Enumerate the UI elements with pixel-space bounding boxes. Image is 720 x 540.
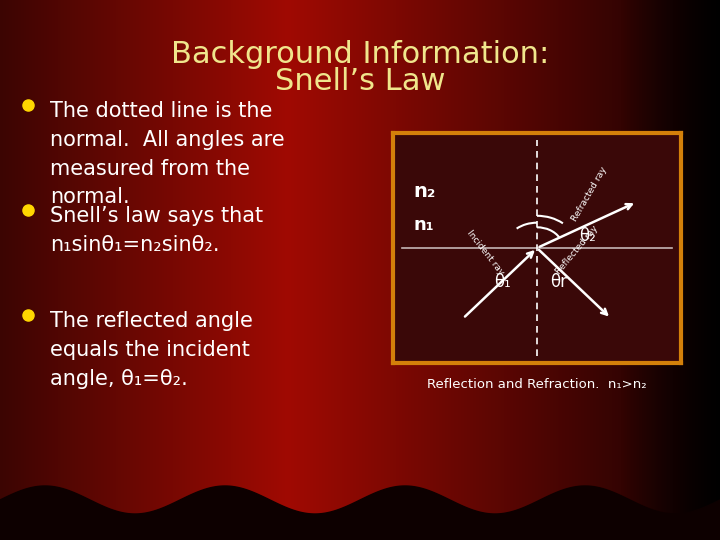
- Text: θr: θr: [550, 273, 567, 291]
- Text: θ₂: θ₂: [579, 227, 595, 245]
- Text: θ₁: θ₁: [494, 273, 510, 291]
- Text: Reflected ray: Reflected ray: [554, 224, 600, 276]
- Text: Refracted ray: Refracted ray: [570, 165, 609, 222]
- Text: The reflected angle
equals the incident
angle, θ₁=θ₂.: The reflected angle equals the incident …: [50, 311, 253, 389]
- Text: Incident ray: Incident ray: [465, 228, 506, 276]
- Text: n₁: n₁: [413, 215, 433, 234]
- Text: Snell’s Law: Snell’s Law: [275, 67, 445, 96]
- Text: Background Information:: Background Information:: [171, 40, 549, 69]
- Text: n₂: n₂: [413, 183, 436, 201]
- Text: Snell’s law says that
n₁sinθ₁=n₂sinθ₂.: Snell’s law says that n₁sinθ₁=n₂sinθ₂.: [50, 206, 263, 255]
- Text: Reflection and Refraction.  n₁>n₂: Reflection and Refraction. n₁>n₂: [427, 378, 647, 391]
- Text: The dotted line is the
normal.  All angles are
measured from the
normal.: The dotted line is the normal. All angle…: [50, 101, 284, 207]
